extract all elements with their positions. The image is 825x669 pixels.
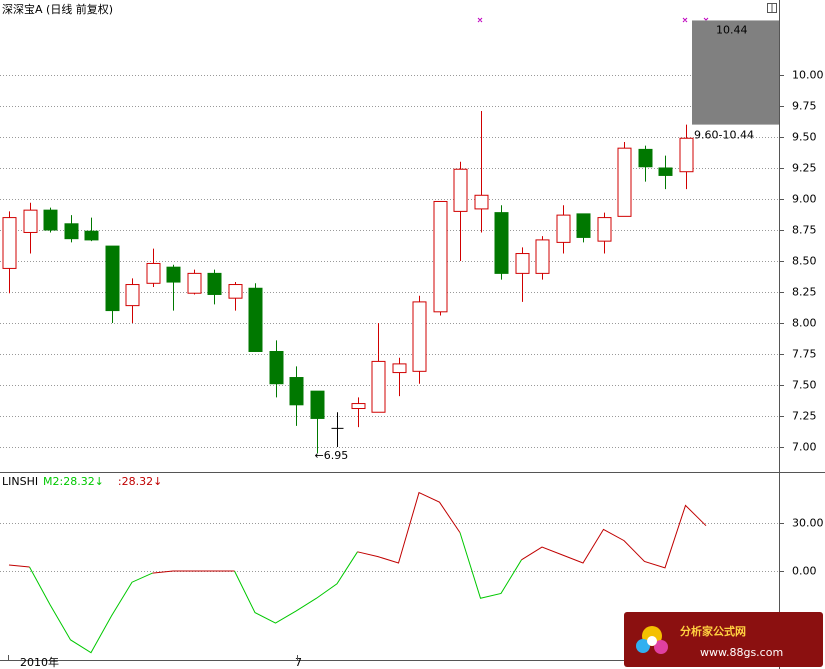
- chart-title: 深深宝A (日线 前复权): [2, 2, 113, 16]
- candle-body: [166, 266, 181, 283]
- y-tick-label: 7.00: [792, 441, 817, 454]
- x-label: 7: [295, 656, 302, 669]
- candle-body: [597, 217, 612, 242]
- candle-body: [207, 272, 222, 295]
- candle-body: [269, 350, 284, 385]
- low-label: ←6.95: [315, 449, 349, 462]
- candle-body: [617, 147, 632, 217]
- candle-body: [556, 214, 571, 243]
- watermark-name: 分析家公式网: [680, 624, 746, 638]
- candle-body: [2, 217, 17, 269]
- watermark: 分析家公式网 www.88gs.com: [624, 612, 823, 667]
- x-label: 2010年: [20, 655, 59, 669]
- range-label: 9.60-10.44: [694, 129, 754, 142]
- logo-center: [647, 636, 657, 646]
- watermark-url: www.88gs.com: [700, 646, 783, 659]
- candle-body: [679, 137, 694, 173]
- legend-entry: :28.32↓: [118, 475, 162, 488]
- candle-body: [392, 363, 407, 374]
- candle-body: [638, 148, 653, 168]
- candle-body: [64, 223, 79, 240]
- indicator-line: [8, 491, 707, 574]
- y-tick-label: 8.50: [792, 255, 817, 268]
- watermark-bg: [624, 612, 823, 667]
- candle-body: [125, 284, 140, 307]
- candle-body: [248, 287, 263, 352]
- candle-body: [228, 284, 243, 299]
- indicator-name: LINSHI: [2, 475, 38, 488]
- logo-petal: [654, 640, 668, 654]
- candle-body: [43, 209, 58, 231]
- candle-body: [453, 168, 468, 212]
- candle-body: [84, 230, 99, 241]
- logo-petal: [636, 639, 650, 653]
- y-tick-label: 30.00: [792, 517, 824, 530]
- indicator-line: [29, 532, 522, 654]
- legend-entry: M2:28.32↓: [43, 475, 104, 488]
- candle-body: [433, 200, 448, 313]
- y-tick-label: 9.75: [792, 100, 817, 113]
- candle-body: [515, 253, 530, 274]
- candle-body: [289, 377, 304, 406]
- candle-body: [23, 209, 38, 233]
- y-tick-label: 9.50: [792, 131, 817, 144]
- y-tick-label: 9.25: [792, 162, 817, 175]
- candle-body: [494, 212, 509, 274]
- range-top-label: 10.44: [716, 23, 748, 36]
- candle-body: [576, 213, 591, 238]
- candle-body: [105, 245, 120, 312]
- candle-body: [658, 167, 673, 176]
- candle-body: [474, 194, 489, 210]
- y-tick-label: 7.50: [792, 379, 817, 392]
- y-tick-label: 7.25: [792, 410, 817, 423]
- y-tick-label: 0.00: [792, 565, 817, 578]
- range-box: [692, 20, 779, 125]
- y-tick-label: 8.00: [792, 317, 817, 330]
- candle-body: [371, 360, 386, 413]
- y-tick-label: 8.25: [792, 286, 817, 299]
- candle-body: [146, 262, 161, 284]
- y-tick-label: 8.75: [792, 224, 817, 237]
- candle-body: [535, 239, 550, 274]
- candle-body: [310, 390, 325, 419]
- y-tick-label: 10.00: [792, 69, 824, 82]
- y-tick-label: 9.00: [792, 193, 817, 206]
- candle-body: [187, 272, 202, 294]
- signal-marks: [477, 17, 709, 23]
- y-tick-label: 7.75: [792, 348, 817, 361]
- candle-body: [412, 301, 427, 372]
- candle-body: [351, 403, 366, 410]
